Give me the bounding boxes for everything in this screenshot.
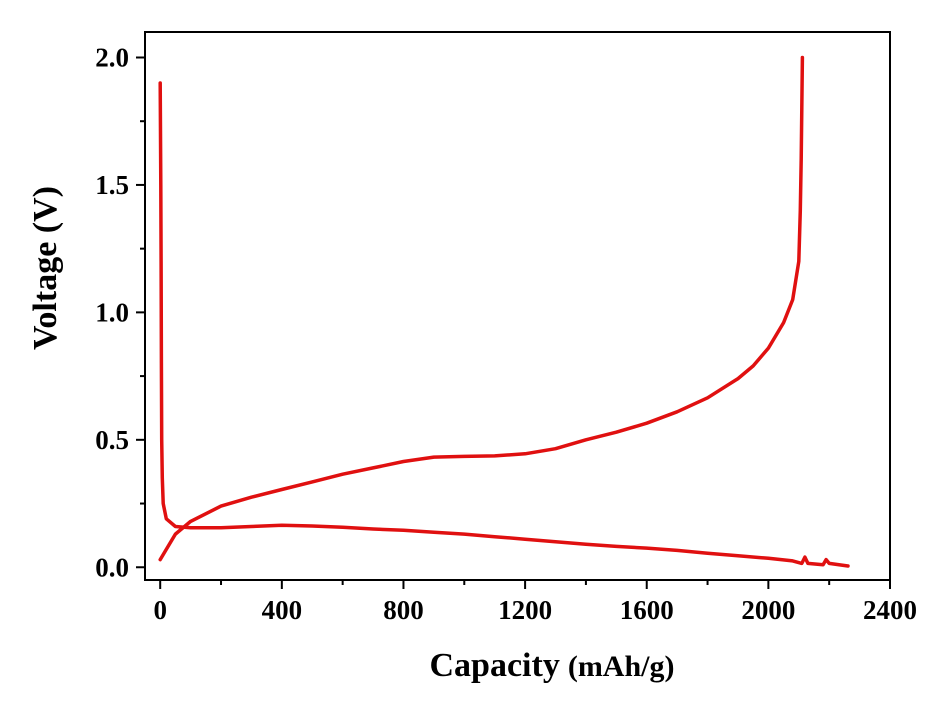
series-layer bbox=[158, 55, 850, 568]
x-tick-label: 0 bbox=[153, 595, 167, 625]
x-tick-label: 800 bbox=[383, 595, 424, 625]
x-axis-ticks: 0 400 800 1200 1600 2000 2400 bbox=[153, 580, 917, 625]
series-line-2 bbox=[158, 55, 805, 562]
x-tick-label: 400 bbox=[262, 595, 303, 625]
y-tick-label: 1.5 bbox=[95, 170, 129, 200]
x-axis-title-text: Capacity bbox=[430, 647, 560, 684]
x-axis-unit: (mAh/g) bbox=[568, 650, 675, 683]
x-tick-label: 1600 bbox=[620, 595, 674, 625]
x-axis-title: Capacity (mAh/g) bbox=[430, 647, 675, 684]
plot-frame bbox=[144, 31, 891, 581]
y-axis-title: Voltage (V) bbox=[27, 186, 64, 350]
y-tick-label: 0.0 bbox=[95, 552, 129, 582]
series-line-1 bbox=[158, 81, 850, 568]
y-tick-label: 2.0 bbox=[95, 42, 129, 72]
y-axis-ticks: 0.0 0.5 1.0 1.5 2.0 bbox=[95, 42, 145, 582]
y-tick-label: 1.0 bbox=[95, 297, 129, 327]
x-tick-label: 1200 bbox=[498, 595, 552, 625]
y-tick-label: 0.5 bbox=[95, 425, 129, 455]
x-tick-label: 2400 bbox=[863, 595, 917, 625]
x-tick-label: 2000 bbox=[741, 595, 795, 625]
